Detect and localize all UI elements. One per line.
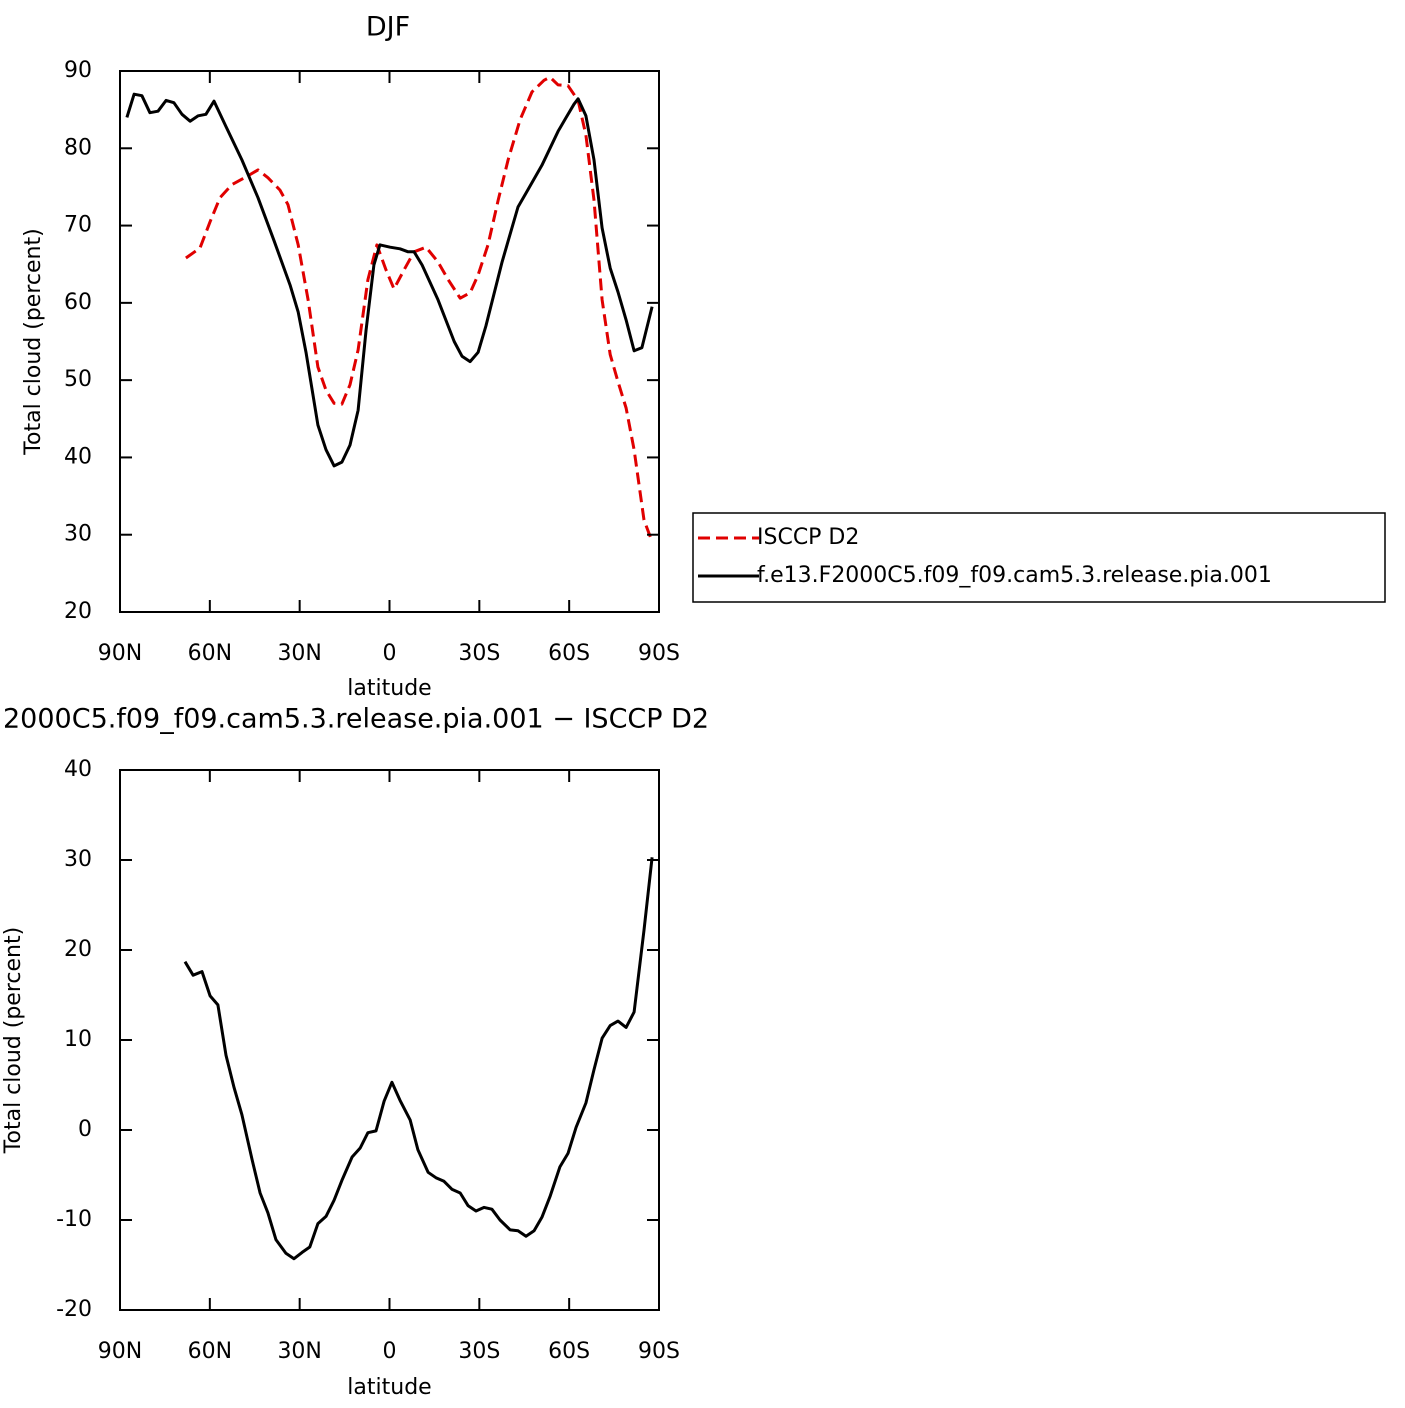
y-tick-label: 40: [64, 757, 92, 782]
x-axis-label: latitude: [347, 676, 431, 701]
x-tick-label: 0: [383, 641, 397, 666]
x-tick-label: 60S: [548, 1339, 590, 1364]
x-tick-label: 30N: [277, 1339, 321, 1364]
x-tick-label: 0: [383, 1339, 397, 1364]
legend: ISCCP D2 f.e13.F2000C5.f09_f09.cam5.3.rel…: [692, 512, 1386, 603]
x-tick-label: 30N: [277, 641, 321, 666]
y-tick-label: 50: [64, 367, 92, 392]
chart-title: 2000C5.f09_f09.cam5.3.release.pia.001 − …: [3, 704, 709, 735]
x-tick-label: 90N: [98, 641, 142, 666]
y-tick-label: 30: [64, 522, 92, 547]
y-tick-label: 20: [64, 937, 92, 962]
x-tick-label: 60N: [188, 1339, 232, 1364]
x-axis-label: latitude: [347, 1375, 431, 1400]
y-axis-label: Total cloud (percent): [21, 228, 46, 455]
y-tick-label: 80: [64, 135, 92, 160]
legend-frame: [692, 512, 1386, 603]
plot-frame: [119, 70, 660, 613]
y-tick-label: 30: [64, 847, 92, 872]
y-tick-label: 40: [64, 444, 92, 469]
x-tick-label: 30S: [458, 641, 500, 666]
y-tick-label: 10: [64, 1027, 92, 1052]
x-tick-label: 30S: [458, 1339, 500, 1364]
y-tick-label: 60: [64, 290, 92, 315]
x-tick-label: 90N: [98, 1339, 142, 1364]
y-tick-label: 90: [64, 58, 92, 83]
x-tick-label: 90S: [638, 641, 680, 666]
x-tick-label: 90S: [638, 1339, 680, 1364]
y-tick-label: 70: [64, 213, 92, 238]
x-tick-label: 60S: [548, 641, 590, 666]
y-tick-label: 0: [78, 1117, 92, 1142]
data-line: [183, 857, 654, 1261]
chart-title: DJF: [366, 12, 410, 43]
data-line: [185, 75, 654, 543]
plot-frame: [119, 769, 660, 1311]
legend-label: ISCCP D2: [757, 525, 859, 550]
y-axis-label: Total cloud (percent): [1, 927, 26, 1154]
y-tick-label: 20: [64, 599, 92, 624]
x-tick-label: 60N: [188, 641, 232, 666]
legend-label: f.e13.F2000C5.f09_f09.cam5.3.release.pia…: [757, 563, 1272, 588]
data-line: [125, 92, 654, 468]
y-tick-label: -10: [56, 1207, 92, 1232]
y-tick-label: -20: [56, 1297, 92, 1322]
